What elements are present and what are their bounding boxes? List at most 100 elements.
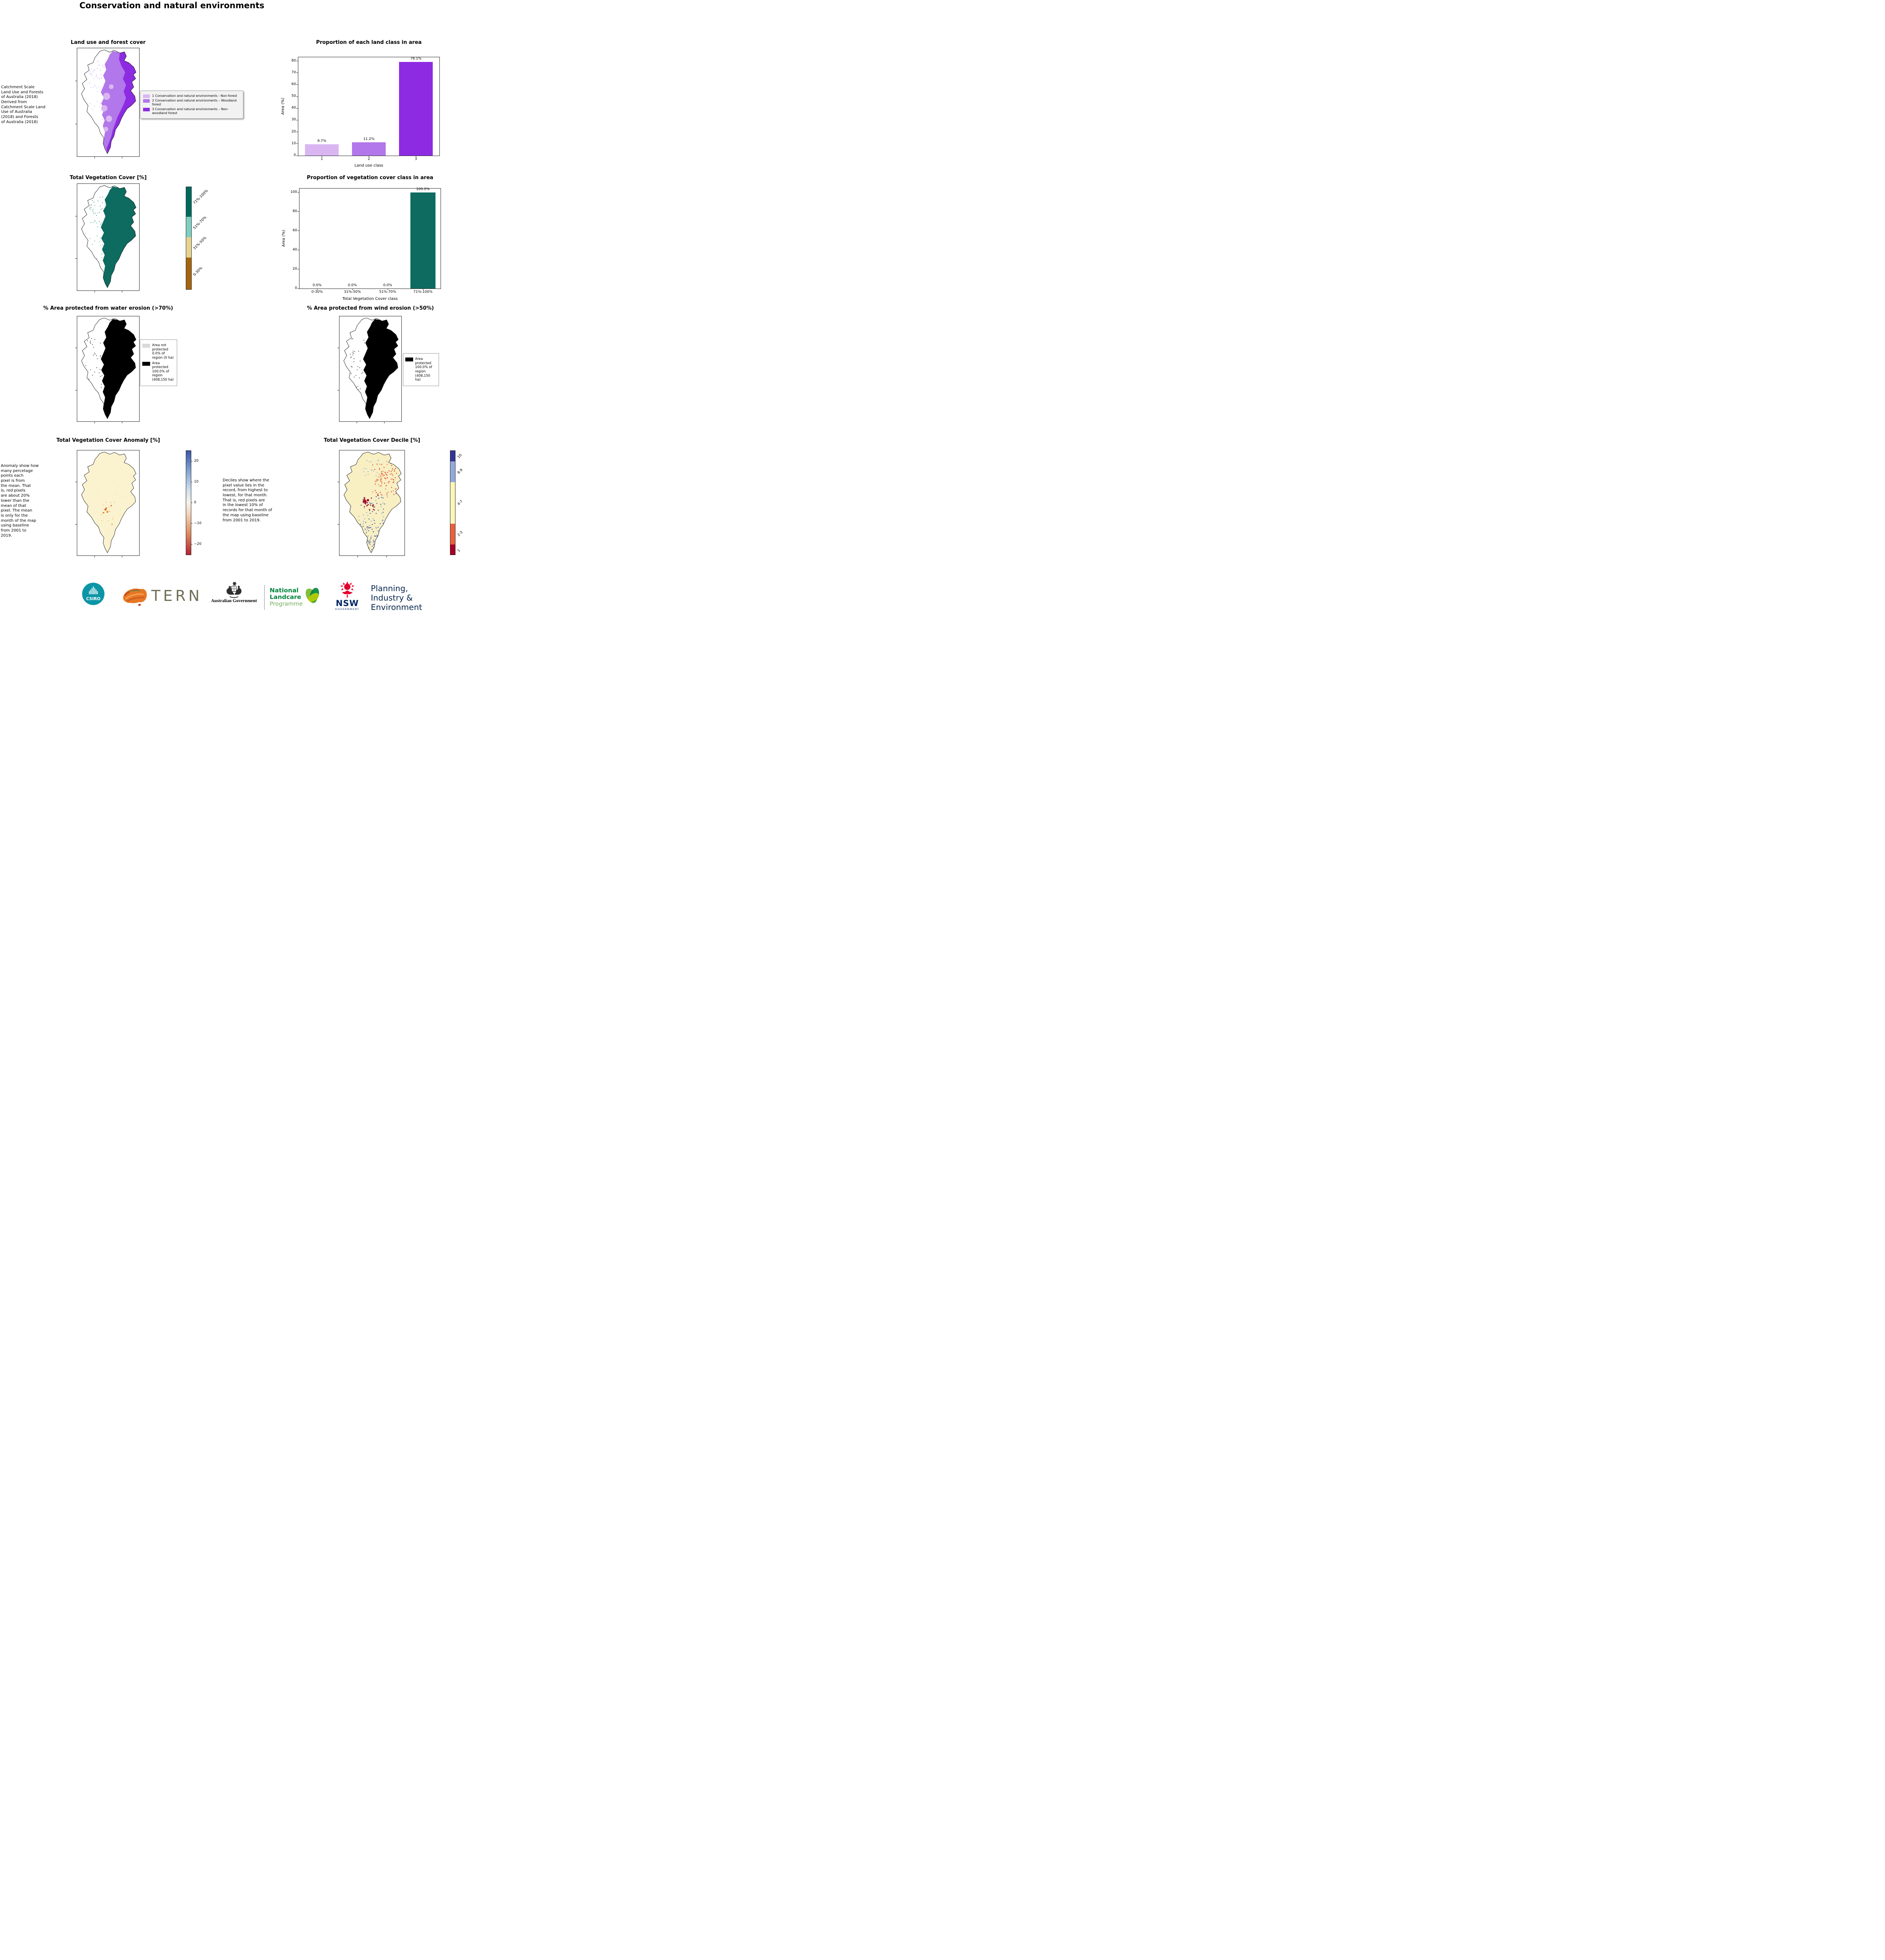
colorbar-segment [186, 258, 191, 289]
water-erosion-map-canvas [81, 318, 136, 419]
y-tick-label: 60 [291, 82, 296, 86]
colorbar-label: 71%-100% [192, 189, 209, 205]
planning-line3: Environment [371, 602, 422, 612]
bar-value-label: 0.0% [383, 283, 392, 287]
colorbar-segment [450, 461, 455, 482]
bar-value-label: 11.2% [363, 137, 375, 142]
y-tick-label: 20 [292, 267, 297, 271]
australian-government-label: Australian Government [211, 599, 257, 603]
colorbar-segment [450, 482, 455, 524]
tern-map-icon [123, 588, 147, 606]
anomaly-map-canvas [81, 452, 136, 554]
axis-tick [75, 258, 77, 259]
legend-swatch [405, 358, 413, 361]
x-tick-label: 2 [368, 157, 370, 161]
legend-item-protected: Area protected 100.0% of region (408,150… [405, 357, 437, 382]
veg-cover-map-title: Total Vegetation Cover [%] [69, 175, 147, 181]
legend-swatch [143, 94, 150, 98]
legend-item-nonwoodland-forest: 3 Conservation and natural environments … [143, 107, 240, 115]
legend-item-protected: Area protected 100.0% of region (408,150… [142, 361, 175, 382]
land-class-bar-chart: 0 10 20 30 40 50 60 70 80 9.7% 1 11.2% 2 79.1% 3 [292, 57, 440, 161]
footer-divider [264, 585, 265, 610]
legend-label: Area not protected 0.0% of region (0 ha) [152, 343, 174, 360]
colorbar-label: 2-3 [457, 530, 464, 537]
colorbar-segment [186, 237, 191, 258]
land-class-chart-title: Proportion of each land class in area [316, 40, 422, 45]
legend-label: 3 Conservation and natural environments … [152, 107, 229, 115]
colorbar-tick-label: −10 [194, 521, 201, 525]
water-erosion-map [75, 316, 140, 423]
australian-coat-of-arms-icon [227, 581, 241, 598]
y-tick-label: 80 [292, 209, 297, 213]
decile-map-title: Total Vegetation Cover Decile [%] [324, 437, 420, 443]
page-title: Conservation and natural environments [79, 1, 265, 10]
colorbar-segment [186, 187, 191, 217]
y-tick-label: 0 [295, 286, 297, 290]
x-tick-label: 0-30% [311, 290, 323, 294]
colorbar-label: 8-9 [457, 468, 464, 475]
legend-label: 1 Conservation and natural environments … [152, 94, 237, 98]
land-use-map-canvas [81, 49, 136, 154]
veg-class-bar-chart: 0 20 40 60 80 100 0.0% 0-30% 0.0% 31%-50% 0.0% 51%-… [290, 187, 441, 294]
y-axis-tick [296, 108, 298, 109]
x-axis-tick [352, 289, 353, 290]
landcare-leaves [302, 584, 324, 608]
planning-line2: Industry & [371, 593, 413, 603]
x-tick-label: 1 [321, 157, 323, 161]
decile-colorbar: 10 8-9 4-7 2-3 1 [450, 450, 464, 555]
wind-erosion-map-canvas [343, 318, 399, 419]
y-axis-tick [296, 96, 298, 97]
legend-swatch [142, 361, 150, 366]
y-tick-label: 30 [291, 118, 296, 122]
y-tick-label: 70 [291, 70, 296, 74]
national-landcare-logo: National Landcare Programme [270, 587, 303, 608]
legend-swatch [143, 99, 150, 103]
landcare-line1: National [270, 587, 299, 594]
nsw-waratah-icon [340, 581, 354, 598]
bar-value-label: 0.0% [312, 283, 322, 287]
axis-tick [94, 422, 95, 423]
anomaly-map [75, 450, 140, 557]
colorbar-label: 10 [457, 453, 463, 459]
water-erosion-legend: Area not protected 0.0% of region (0 ha)… [140, 339, 177, 386]
colorbar-tick [191, 523, 192, 524]
x-tick-label: 3 [415, 157, 417, 161]
y-tick-label: 10 [291, 141, 296, 145]
colorbar-tick-label: −20 [194, 542, 201, 546]
y-tick-label: 20 [291, 129, 296, 134]
bar-value-label: 79.1% [410, 57, 422, 61]
land-use-source-note: Catchment Scale Land Use and Forests of … [1, 85, 45, 124]
bar-3 [399, 62, 433, 156]
x-tick-label: 51%-70% [379, 290, 396, 294]
wind-erosion-legend: Area protected 100.0% of region (408,150… [403, 353, 439, 386]
y-axis-tick [296, 84, 298, 85]
nsw-label: NSW [336, 599, 359, 608]
y-tick-label: 0 [294, 153, 296, 157]
colorbar-label: 4-7 [457, 499, 464, 506]
colorbar-segment [186, 216, 191, 237]
colorbar-label: 51%-70% [192, 215, 208, 230]
bar-2 [352, 142, 386, 156]
colorbar-label: 31%-50% [192, 236, 208, 251]
bar-value-label: 0.0% [348, 283, 357, 287]
veg-cover-colorbar: 71%-100% 51%-70% 31%-50% 0-30% [186, 187, 209, 290]
y-tick-label: 80 [291, 58, 296, 63]
bar-value-label: 9.7% [317, 139, 327, 143]
y-tick-label: 50 [291, 94, 296, 98]
csiro-label: CSIRO [86, 597, 100, 601]
report-page: Conservation and natural environments La… [0, 0, 471, 626]
y-tick-label: 40 [292, 247, 297, 252]
land-use-map [75, 48, 140, 158]
legend-label: 2 Conservation and natural environments … [152, 99, 237, 106]
axis-tick [94, 556, 95, 557]
colorbar-segment [450, 544, 455, 555]
colorbar-label: 0-30% [192, 266, 204, 277]
csiro-logo-icon: CSIRO [82, 583, 105, 605]
y-axis-tick [298, 211, 299, 212]
tern-wordmark: TERN [151, 587, 203, 604]
x-axis-label: Total Vegetation Cover class [342, 297, 398, 301]
bar-value-label: 100.0% [416, 187, 430, 191]
anomaly-colorbar: 20 10 0 −10 −20 [186, 450, 201, 555]
landcare-line3: Programme [270, 601, 303, 607]
nsw-government-label: GOVERNMENT [335, 608, 360, 611]
